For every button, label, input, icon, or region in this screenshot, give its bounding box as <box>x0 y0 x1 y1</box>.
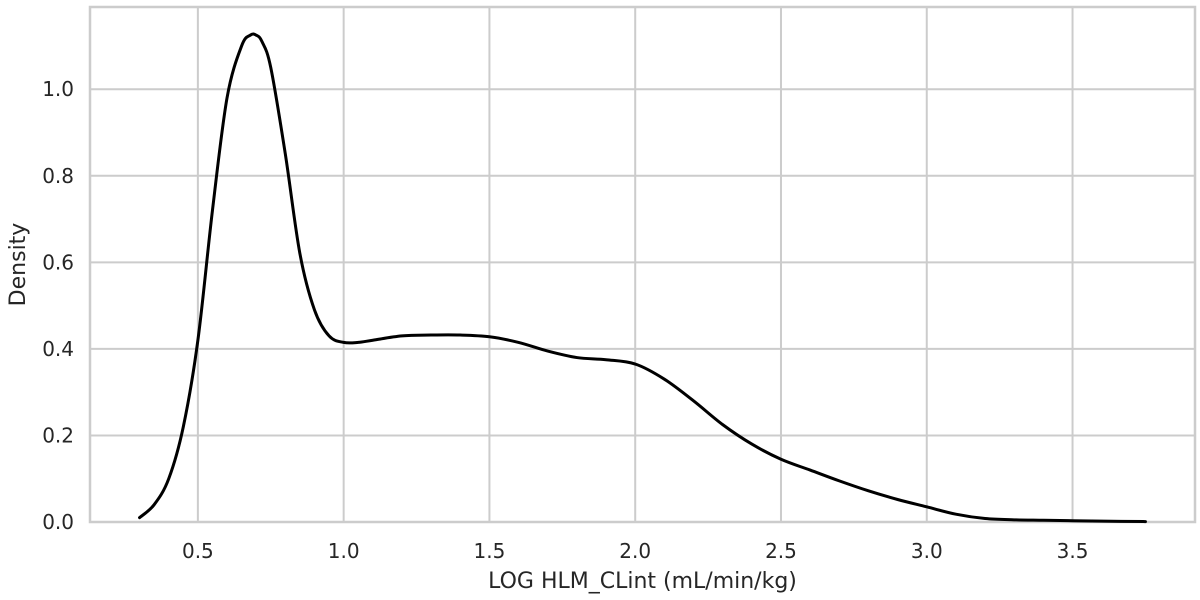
y-tick-labels: 0.0 0.2 0.4 0.6 0.8 1.0 <box>42 77 74 534</box>
x-tick-label: 2.0 <box>619 539 651 563</box>
x-tick-label: 1.5 <box>474 539 506 563</box>
x-tick-label: 3.5 <box>1057 539 1089 563</box>
y-gridlines <box>90 88 1195 523</box>
x-tick-label: 0.5 <box>182 539 214 563</box>
y-tick-label: 1.0 <box>42 77 74 101</box>
x-gridlines <box>196 7 1074 522</box>
y-tick-label: 0.4 <box>42 337 74 361</box>
y-tick-label: 0.8 <box>42 164 74 188</box>
y-tick-label: 0.6 <box>42 250 74 274</box>
y-axis-label: Density <box>6 223 31 307</box>
density-curve <box>138 32 1147 524</box>
x-tick-labels: 0.5 1.0 1.5 2.0 2.5 3.0 3.5 <box>182 539 1088 563</box>
x-tick-label: 2.5 <box>765 539 797 563</box>
y-tick-label: 0.0 <box>42 510 74 534</box>
y-tick-label: 0.2 <box>42 423 74 447</box>
x-tick-label: 1.0 <box>328 539 360 563</box>
x-axis-label: LOG HLM_CLint (mL/min/kg) <box>488 569 797 594</box>
x-tick-label: 3.0 <box>911 539 943 563</box>
plot-frame <box>88 5 1197 524</box>
